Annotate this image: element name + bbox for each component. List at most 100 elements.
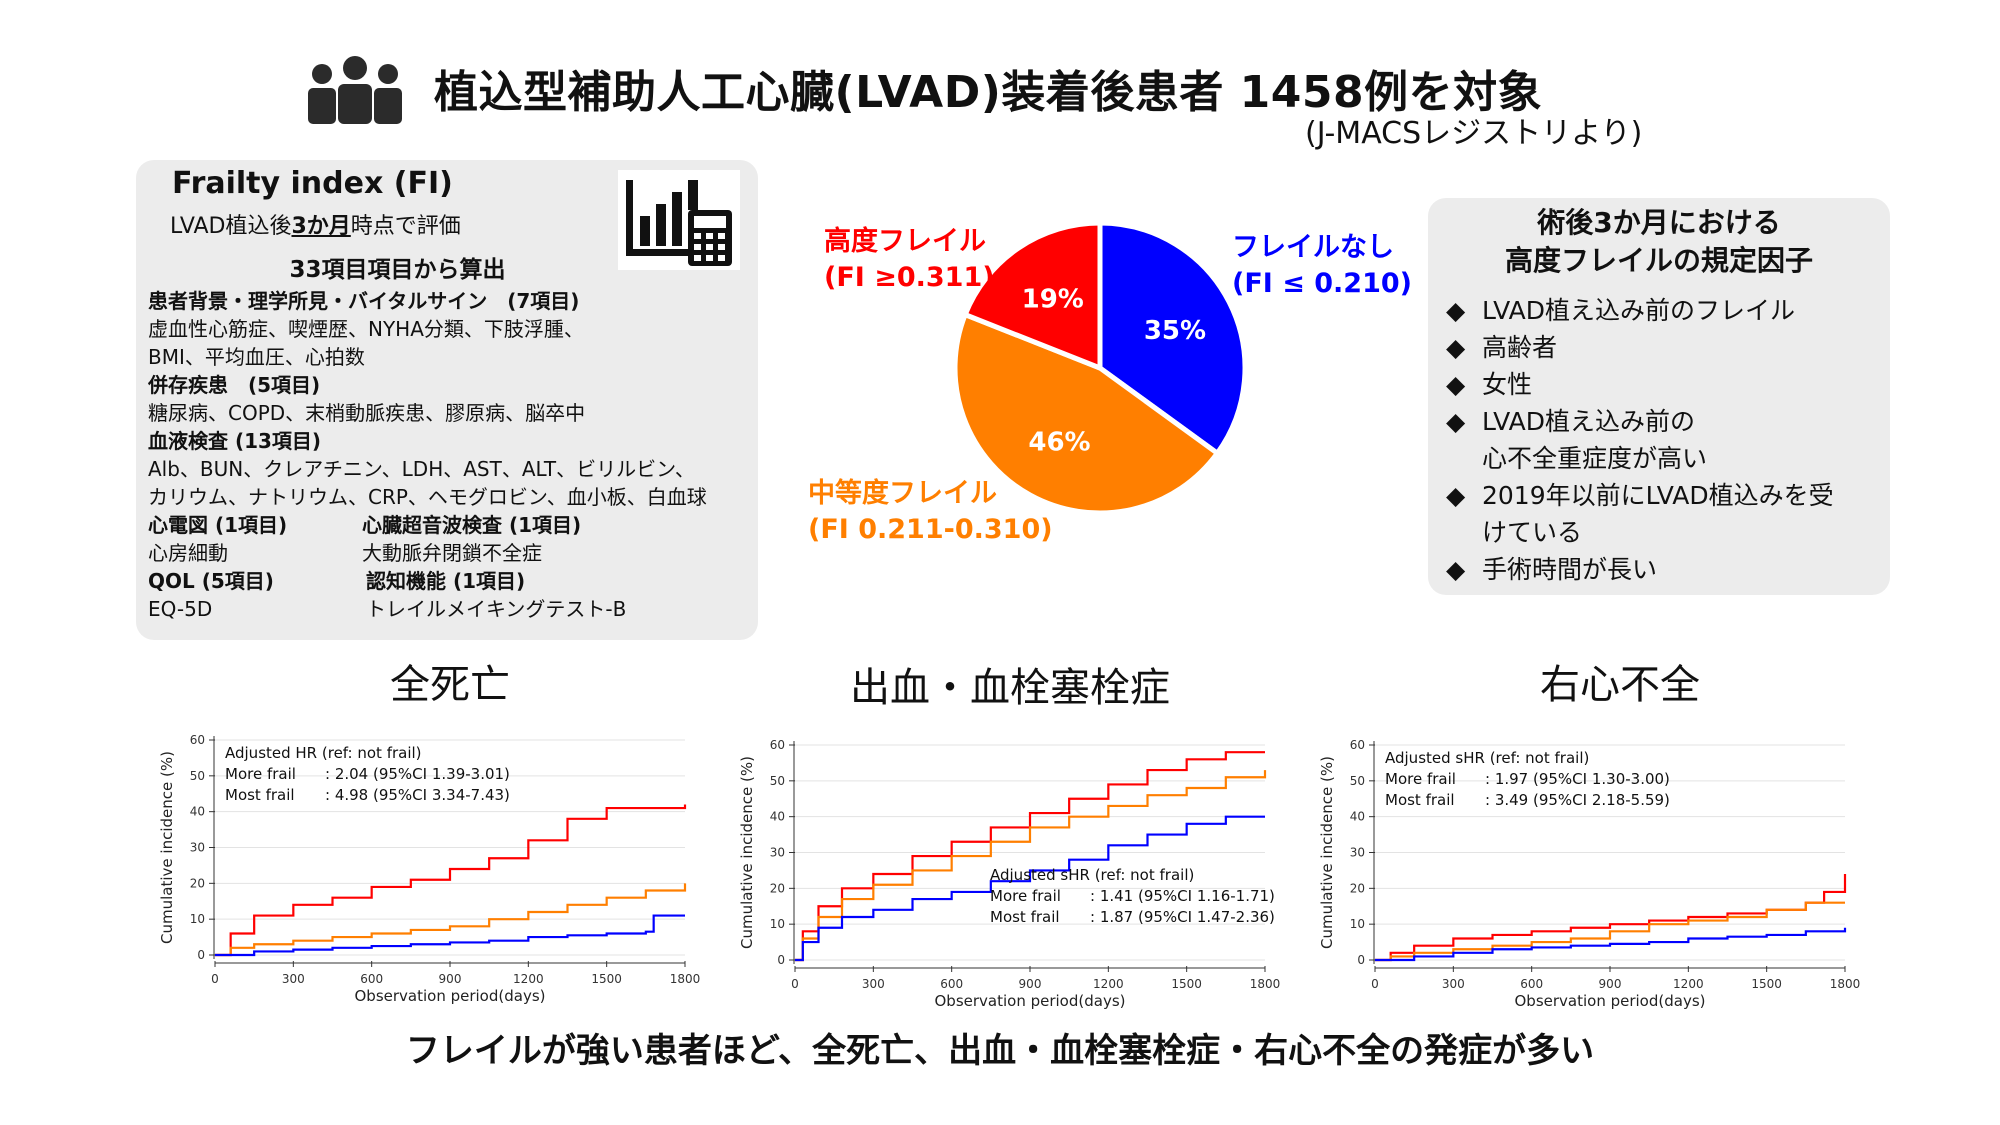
pie-legend-moderate-criteria: (FI 0.211-0.310) (808, 514, 1053, 545)
km-title-right-heart-failure: 右心不全 (1540, 662, 1700, 708)
frailty-index-title: Frailty index (FI) (172, 166, 453, 201)
determinant-item: ◆ 高齢者 (1446, 329, 1557, 366)
km-series-more-frail (215, 883, 687, 957)
y-axis-label: Cumulative incidence (%) (738, 756, 756, 949)
determinant-item: ◆ 手術時間が長い (1446, 551, 1657, 588)
y-tick-label: 50 (1350, 774, 1365, 788)
page-subtitle: (J-MACSレジストリより) (1305, 116, 1643, 151)
people-group-icon (308, 56, 402, 124)
category-qol-heading: QOL (5項目) (148, 569, 274, 593)
pie-legend-moderate-name: 中等度フレイル (808, 478, 997, 509)
stat-header: Adjusted sHR (ref: not frail) (1385, 749, 1589, 767)
category-blood-test-heading: 血液検査 (13項目) (148, 429, 322, 453)
x-tick-label: 1200 (513, 972, 544, 986)
determinant-text: 心不全重症度が高い (1482, 444, 1708, 473)
km-series-not-frail (215, 914, 685, 957)
category-ecg-item: 心房細動 (148, 541, 228, 565)
title-row: 植込型補助人工心臓(LVAD)装着後患者 1458例を対象 (300, 48, 1600, 128)
determinant-text: 手術時間が長い (1482, 555, 1658, 584)
pie-legend-not-frail-criteria: (FI ≤ 0.210) (1232, 268, 1412, 299)
x-tick-label: 1500 (591, 972, 622, 986)
eval-prefix: LVAD植込後 (170, 214, 292, 239)
x-tick-label: 900 (1019, 977, 1042, 991)
y-tick-label: 40 (190, 805, 205, 819)
km-title-all-cause-death: 全死亡 (390, 662, 510, 708)
km-title-bleeding-thrombo: 出血・血栓塞栓症 (850, 665, 1170, 711)
bullet-diamond-icon: ◆ (1446, 296, 1466, 325)
x-axis-label: Observation period(days) (1514, 992, 1705, 1010)
category-qol-item: EQ-5D (148, 597, 213, 621)
x-axis-label: Observation period(days) (354, 987, 545, 1005)
category-echo-item: 大動脈弁閉鎖不全症 (362, 541, 542, 565)
y-tick-label: 20 (190, 876, 205, 890)
eval-highlight: 3か月 (291, 214, 351, 239)
bullet-diamond-icon: ◆ (1446, 481, 1466, 510)
y-tick-label: 0 (197, 948, 205, 962)
category-ecg-heading: 心電図 (1項目) (148, 513, 288, 537)
y-tick-label: 30 (1350, 846, 1365, 860)
category-comorbidity-items: 糖尿病、COPD、末梢動脈疾患、膠原病、脳卒中 (148, 401, 586, 425)
x-tick-label: 1500 (1751, 977, 1782, 991)
bullet-diamond-icon: ◆ (1446, 407, 1466, 436)
category-background-items-1: 虚血性心筋症、喫煙歴、NYHA分類、下肢浮腫、 (148, 317, 584, 341)
frailty-index-evaluation: LVAD植込後3か月時点で評価 (170, 208, 461, 240)
determinant-text: 女性 (1482, 370, 1533, 399)
pie-slice-1 (952, 311, 1221, 516)
bullet-diamond-icon: ◆ (1446, 555, 1466, 584)
x-tick-label: 1800 (1830, 977, 1861, 991)
category-background-items-2: BMI、平均血圧、心拍数 (148, 345, 365, 369)
x-tick-label: 900 (439, 972, 462, 986)
stat-label-more-frail: More frail (990, 887, 1061, 905)
pie-legend-severe-name: 高度フレイル (824, 226, 986, 257)
y-tick-label: 30 (190, 841, 205, 855)
y-tick-label: 50 (770, 774, 785, 788)
y-tick-label: 10 (190, 912, 205, 926)
x-tick-label: 0 (211, 972, 219, 986)
category-comorbidity-heading: 併存疾患 (5項目) (148, 373, 321, 397)
x-tick-label: 600 (940, 977, 963, 991)
km-series-not-frail (1375, 927, 1847, 962)
km-series-most-frail (215, 804, 687, 957)
stat-label-most-frail: Most frail (1385, 791, 1455, 809)
determinant-item: ◆ LVAD植え込み前の (1446, 403, 1695, 440)
stat-label-most-frail: Most frail (225, 786, 295, 804)
stat-header: Adjusted HR (ref: not frail) (225, 744, 422, 762)
y-tick-label: 40 (1350, 810, 1365, 824)
determinant-item: ◆ 女性 (1446, 366, 1532, 403)
x-axis-label: Observation period(days) (934, 992, 1125, 1010)
y-tick-label: 50 (190, 769, 205, 783)
determinant-text: 高齢者 (1482, 333, 1558, 362)
y-tick-label: 60 (1350, 738, 1365, 752)
y-tick-label: 30 (770, 846, 785, 860)
pie-canvas: 35% 46% 19% (952, 220, 1248, 516)
x-tick-label: 300 (1442, 977, 1465, 991)
km-series-most-frail (795, 751, 1265, 962)
km-series-more-frail (1375, 901, 1845, 962)
determinants-title-line2: 高度フレイルの規定因子 (1504, 244, 1813, 277)
determinants-title: 術後3か月における 高度フレイルの規定因子 (1428, 204, 1890, 280)
stat-value-most-frail: : 1.87 (95%CI 1.47-2.36) (1090, 908, 1275, 926)
stat-label-more-frail: More frail (225, 765, 296, 783)
determinant-text: 2019年以前にLVAD植込みを受 (1482, 481, 1834, 510)
km-series-not-frail (795, 815, 1265, 962)
conclusion-text: フレイルが強い患者ほど、全死亡、出血・血栓塞栓症・右心不全の発症が多い (405, 1031, 1595, 1071)
page-title: 植込型補助人工心臓(LVAD)装着後患者 1458例を対象 (434, 67, 1543, 118)
pie-legend-not-frail: フレイルなし (FI ≤ 0.210) (1232, 230, 1412, 302)
x-tick-label: 1800 (670, 972, 701, 986)
stat-label-more-frail: More frail (1385, 770, 1456, 788)
determinants-panel (1428, 198, 1890, 595)
determinant-item: ◆ LVAD植え込み前のフレイル (1446, 292, 1795, 329)
determinants-title-line1: 術後3か月における (1537, 206, 1781, 239)
stat-value-more-frail: : 1.41 (95%CI 1.16-1.71) (1090, 887, 1275, 905)
determinant-text: LVAD植え込み前の (1482, 407, 1696, 436)
y-tick-label: 20 (1350, 881, 1365, 895)
bullet-diamond-icon: ◆ (1446, 333, 1466, 362)
pie-legend-not-frail-name: フレイルなし (1232, 232, 1394, 263)
stat-value-most-frail: : 3.49 (95%CI 2.18-5.59) (1485, 791, 1670, 809)
category-background-heading: 患者背景・理学所見・バイタルサイン (7項目) (148, 289, 580, 313)
category-blood-test-items-1: Alb、BUN、クレアチニン、LDH、AST、ALT、ビリルビン、 (148, 457, 695, 481)
y-tick-label: 60 (770, 738, 785, 752)
